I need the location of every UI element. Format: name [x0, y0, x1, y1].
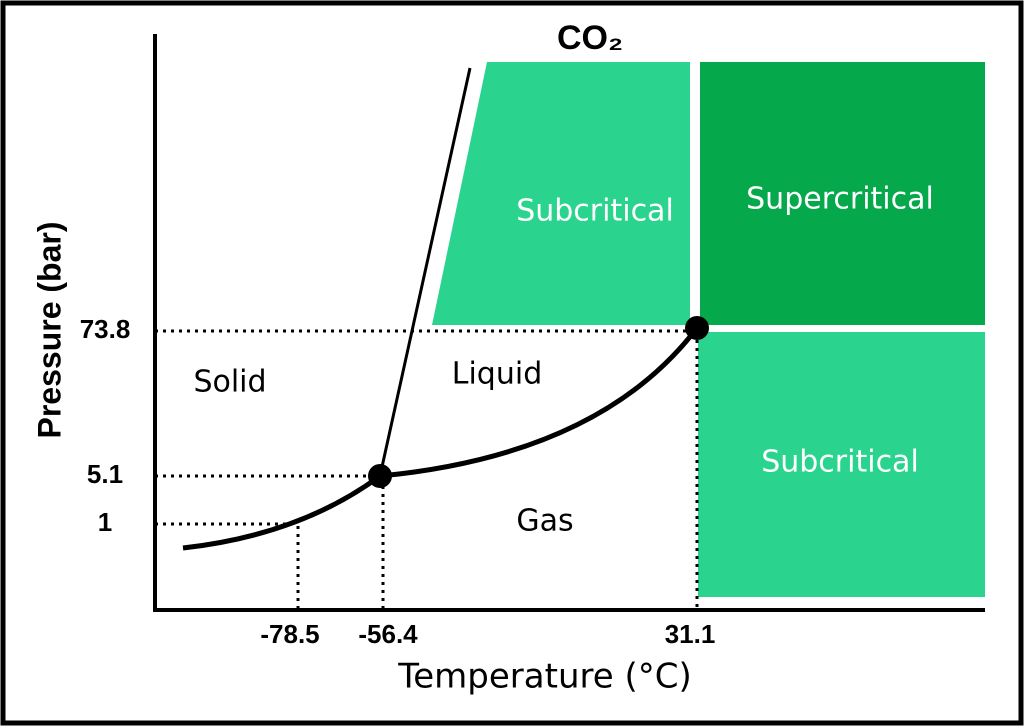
region-label: Gas	[516, 504, 573, 539]
region-label: Liquid	[452, 357, 542, 392]
y-tick-label: 73.8	[80, 314, 131, 344]
y-axis-label: Pressure (bar)	[31, 222, 67, 439]
y-tick-label: 1	[98, 507, 112, 537]
subcritical-upper-region	[432, 62, 690, 325]
melting-curve	[378, 67, 472, 477]
x-tick-label: 31.1	[665, 619, 716, 649]
triple-point	[368, 464, 392, 488]
region-label: Supercritical	[746, 182, 934, 217]
title: CO₂	[557, 19, 623, 57]
supercritical-region	[700, 62, 985, 325]
region-label: Subcritical	[761, 445, 919, 480]
y-tick-label: 5.1	[87, 459, 123, 489]
region-label: Solid	[193, 365, 266, 400]
subcritical-lower-region	[698, 332, 985, 597]
x-tick-label: -78.5	[260, 619, 319, 649]
vapor-curve	[182, 326, 699, 551]
x-tick-label: -56.4	[358, 619, 418, 649]
region-label: Subcritical	[516, 194, 674, 229]
critical-point	[685, 316, 709, 340]
x-axis-label: Temperature (°C)	[397, 657, 691, 697]
